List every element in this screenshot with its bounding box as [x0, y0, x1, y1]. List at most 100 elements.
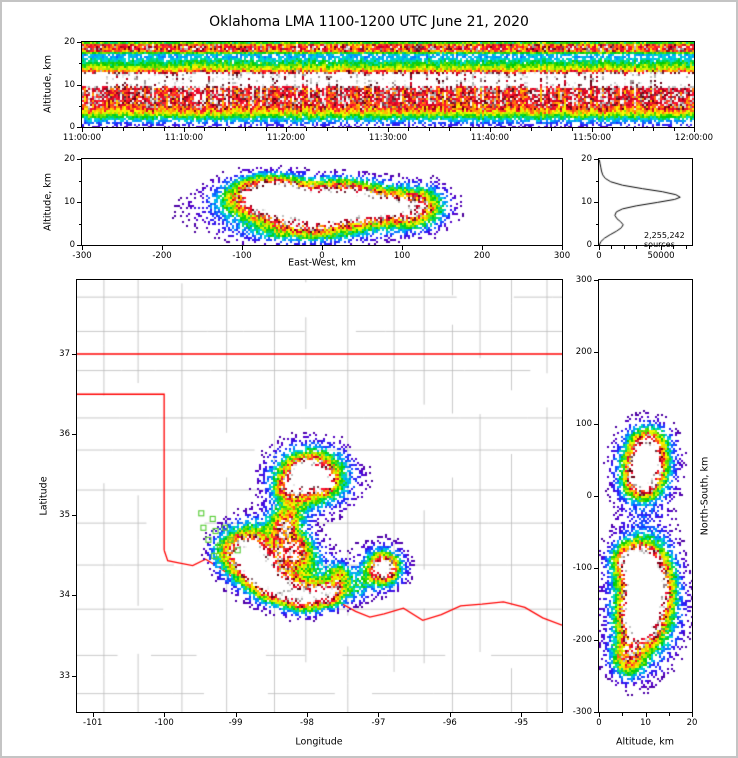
axis-tick [692, 713, 693, 717]
east-west-cross-section-panel [81, 158, 563, 246]
axis-minor-tick [143, 128, 145, 131]
east-west-cross-section-canvas [82, 159, 562, 245]
figure-title: Oklahoma LMA 1100-1200 UTC June 21, 2020 [209, 14, 529, 30]
axis-minor-tick [653, 128, 655, 131]
axis-tick [599, 246, 600, 250]
axis-tick [388, 128, 389, 132]
axis-minor-tick [306, 128, 308, 131]
tick-label: -101 [83, 718, 103, 728]
axis-tick [482, 246, 483, 250]
axis-minor-tick [673, 246, 675, 249]
axis-tick [594, 280, 598, 281]
axis-tick [164, 713, 166, 717]
tick-label: -97 [371, 718, 386, 728]
time-height-canvas [82, 42, 694, 127]
axis-minor-tick [102, 128, 104, 131]
axis-minor-tick [595, 223, 598, 225]
tick-label: -300 [572, 707, 592, 717]
axis-tick [184, 128, 185, 132]
axis-minor-tick [510, 128, 512, 131]
tick-label: 37 [59, 349, 70, 359]
tick-label: 33 [59, 670, 70, 681]
axis-tick [694, 128, 695, 132]
tick-label: 0 [69, 122, 75, 132]
tick-label: 100 [575, 419, 592, 429]
tick-label: 11:50:00 [572, 133, 612, 143]
tick-label: -95 [514, 718, 529, 728]
tick-label: 11:10:00 [164, 133, 204, 143]
tick-label: 10 [640, 718, 651, 728]
plan-view-map-canvas [77, 280, 562, 712]
axis-minor-tick [367, 128, 369, 131]
time-height-panel [81, 41, 695, 128]
ew-cross-section-xlabel: East-West, km [288, 257, 356, 269]
axis-minor-tick [347, 128, 349, 131]
axis-tick [562, 246, 563, 250]
axis-tick [82, 128, 83, 132]
axis-tick [307, 713, 308, 717]
axis-tick [242, 246, 243, 250]
axis-minor-tick [78, 223, 81, 225]
axis-minor-tick [245, 128, 247, 131]
tick-label: 300 [553, 251, 571, 261]
axis-tick [77, 84, 81, 86]
axis-minor-tick [122, 128, 124, 131]
tick-label: -200 [572, 635, 592, 645]
axis-tick [77, 42, 81, 43]
tick-label: -98 [300, 718, 314, 728]
axis-minor-tick [623, 246, 625, 249]
axis-minor-tick [224, 128, 226, 131]
axis-tick [378, 713, 380, 717]
axis-tick [322, 246, 323, 250]
axis-minor-tick [78, 180, 81, 182]
tick-label: 0 [596, 718, 602, 728]
tick-label: 35 [59, 509, 70, 520]
tick-label: 0 [586, 240, 592, 250]
ns-cross-section-xlabel: Altitude, km [616, 736, 674, 748]
tick-label: 20 [64, 37, 75, 47]
axis-tick [594, 496, 598, 497]
north-south-cross-section-canvas [599, 280, 692, 712]
axis-tick [592, 128, 593, 132]
tick-label: 11:00:00 [62, 133, 102, 143]
tick-label: -100 [572, 563, 592, 573]
axis-minor-tick [685, 246, 687, 249]
axis-tick [162, 246, 163, 250]
tick-label: 20 [581, 154, 592, 164]
tick-label: 10 [581, 197, 592, 207]
tick-label: 11:30:00 [368, 133, 408, 143]
tick-label: 200 [473, 251, 491, 261]
axis-tick [449, 713, 451, 717]
axis-tick [594, 568, 598, 569]
tick-label: 0 [69, 240, 75, 250]
altitude-histogram-panel [598, 158, 693, 246]
axis-minor-tick [265, 128, 267, 131]
axis-minor-tick [78, 105, 81, 107]
ew-cross-section-ylabel: Altitude, km [42, 173, 54, 231]
tick-label: 0 [596, 251, 602, 261]
axis-minor-tick [632, 128, 634, 131]
tick-label: 11:40:00 [470, 133, 510, 143]
axis-tick [72, 514, 76, 516]
tick-label: 200 [575, 347, 592, 357]
tick-label: -99 [228, 718, 243, 728]
axis-minor-tick [571, 128, 573, 131]
map-xlabel: Longitude [295, 736, 343, 748]
axis-minor-tick [530, 128, 532, 131]
axis-minor-tick [611, 246, 613, 249]
axis-minor-tick [469, 128, 471, 131]
axis-minor-tick [326, 128, 328, 131]
axis-minor-tick [595, 180, 598, 182]
axis-tick [77, 159, 81, 160]
axis-tick [82, 246, 83, 250]
axis-tick [72, 595, 76, 597]
north-south-cross-section-panel [598, 279, 693, 713]
plan-view-map-panel [76, 279, 563, 713]
time-height-ylabel: Altitude, km [42, 55, 54, 113]
axis-minor-tick [204, 128, 206, 131]
tick-label: 300 [575, 275, 592, 285]
tick-label: 10 [64, 79, 75, 90]
tick-label: 20 [64, 154, 75, 164]
axis-minor-tick [668, 713, 670, 716]
